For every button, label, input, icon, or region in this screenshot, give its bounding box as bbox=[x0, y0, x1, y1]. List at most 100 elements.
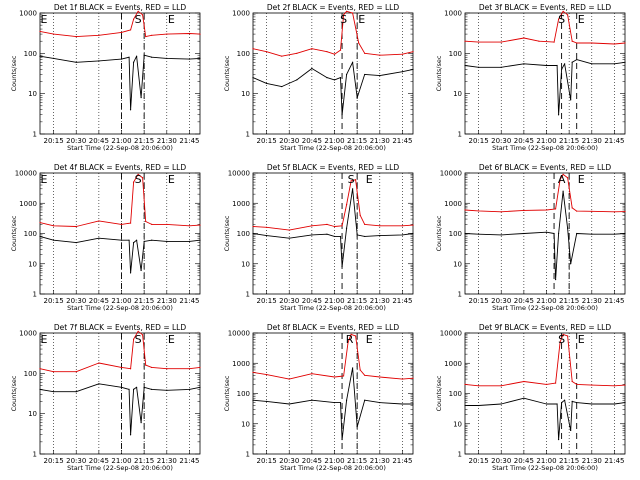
series-lld-line bbox=[252, 333, 414, 380]
segment-marker-label: E bbox=[41, 13, 48, 26]
y-tick-label: 1 bbox=[246, 131, 250, 139]
series-events-point bbox=[151, 56, 153, 58]
x-tick-label: 20:15 bbox=[468, 137, 488, 145]
x-tick-label: 20:30 bbox=[279, 297, 299, 305]
plot-frame bbox=[464, 332, 626, 455]
series-lld-point bbox=[345, 10, 348, 12]
series-lld-point bbox=[137, 330, 139, 332]
y-axis-label: Counts/sec bbox=[223, 55, 231, 91]
series-events-point bbox=[132, 61, 135, 63]
series-events-point bbox=[252, 77, 254, 79]
series-lld-point bbox=[477, 210, 480, 212]
series-lld-point bbox=[39, 30, 41, 32]
x-tick-label: 21:45 bbox=[392, 457, 412, 465]
series-events-point bbox=[341, 438, 343, 441]
x-tick-label: 21:15 bbox=[134, 297, 154, 305]
series-lld-point bbox=[145, 364, 147, 366]
series-events-point bbox=[326, 233, 328, 235]
series-events-line bbox=[464, 59, 626, 116]
series-events-point bbox=[477, 404, 480, 407]
series-lld-point bbox=[129, 368, 132, 370]
series-lld-point bbox=[120, 366, 123, 369]
series-events-point bbox=[477, 233, 480, 235]
segment-marker-label: A bbox=[558, 173, 566, 186]
series-lld-point bbox=[591, 42, 593, 44]
series-events-point bbox=[140, 269, 142, 272]
series-events-point bbox=[364, 235, 366, 238]
series-lld-point bbox=[477, 385, 480, 387]
series-lld-line bbox=[39, 173, 201, 227]
y-tick-label: 10000 bbox=[15, 170, 37, 178]
series-events-point bbox=[98, 383, 100, 385]
series-events-point bbox=[39, 388, 41, 390]
series-lld-point bbox=[352, 12, 354, 14]
x-tick-label: 20:30 bbox=[491, 297, 511, 305]
y-tick-label: 1 bbox=[458, 451, 462, 459]
y-tick-label: 1000 bbox=[232, 360, 250, 368]
series-lld-point bbox=[545, 383, 548, 385]
y-axis-label: Counts/sec bbox=[435, 215, 443, 251]
series-events-point bbox=[288, 237, 290, 239]
x-tick-label: 21:45 bbox=[604, 297, 624, 305]
series-lld-point bbox=[252, 225, 254, 228]
series-lld-point bbox=[500, 211, 502, 213]
series-events-line bbox=[465, 397, 626, 441]
x-tick-label: 21:15 bbox=[559, 457, 579, 465]
series-lld-point bbox=[311, 48, 313, 50]
x-tick-label: 21:00 bbox=[536, 137, 556, 145]
series-lld-point bbox=[145, 220, 147, 223]
series-events-point bbox=[333, 79, 336, 81]
y-tick-label: 1000 bbox=[232, 10, 250, 18]
series-events-point bbox=[562, 190, 564, 192]
series-events-point bbox=[188, 58, 191, 60]
x-axis-label: Start Time (22-Sep-08 20:06:00) bbox=[492, 144, 598, 152]
series-events-point bbox=[188, 388, 191, 390]
segment-marker-label: S bbox=[135, 13, 142, 26]
segment-marker-label: S bbox=[558, 13, 565, 26]
segment-marker-label: E bbox=[41, 173, 48, 186]
series-lld-point bbox=[166, 368, 168, 370]
segment-marker-label: E bbox=[366, 173, 373, 186]
x-axis-label: Start Time (22-Sep-08 20:06:00) bbox=[280, 464, 386, 472]
x-tick-label: 20:45 bbox=[302, 137, 322, 145]
series-events-point bbox=[523, 232, 525, 235]
series-events-point bbox=[477, 66, 480, 68]
y-tick-label: 1 bbox=[33, 291, 37, 299]
x-tick-label: 20:45 bbox=[514, 137, 534, 145]
series-events-point bbox=[379, 235, 381, 237]
series-lld-point bbox=[401, 225, 404, 227]
series-lld-point bbox=[379, 376, 381, 378]
series-events-point bbox=[132, 242, 135, 244]
y-tick-label: 1 bbox=[458, 131, 462, 139]
series-events-point bbox=[199, 239, 201, 241]
series-lld-point bbox=[379, 225, 381, 227]
series-lld-point bbox=[576, 42, 578, 44]
series-events-point bbox=[265, 235, 268, 237]
series-lld-point bbox=[567, 335, 569, 337]
x-tick-label: 20:45 bbox=[89, 297, 109, 305]
series-events-point bbox=[265, 400, 268, 402]
series-events-point bbox=[523, 63, 525, 65]
series-events-point bbox=[570, 99, 572, 101]
series-lld-point bbox=[142, 177, 144, 179]
series-events-point bbox=[613, 403, 616, 405]
series-events-point bbox=[591, 233, 593, 235]
x-tick-label: 21:15 bbox=[347, 137, 367, 145]
series-events-point bbox=[75, 242, 77, 244]
y-tick-label: 10 bbox=[28, 260, 37, 268]
series-events-point bbox=[98, 237, 100, 239]
x-tick-label: 21:15 bbox=[134, 137, 154, 145]
series-events-point bbox=[143, 240, 145, 242]
series-events-point bbox=[571, 61, 573, 63]
series-events-point bbox=[571, 400, 573, 402]
series-lld-point bbox=[350, 333, 352, 335]
x-tick-label: 20:45 bbox=[302, 297, 322, 305]
series-lld-point bbox=[132, 181, 135, 183]
series-lld-point bbox=[333, 225, 336, 228]
y-tick-label: 100 bbox=[24, 50, 37, 58]
series-events-point bbox=[464, 64, 466, 67]
series-events-point bbox=[557, 114, 560, 116]
chart-title: Det 8f BLACK = Events, RED = LLD bbox=[267, 323, 400, 332]
series-events-point bbox=[128, 239, 130, 241]
